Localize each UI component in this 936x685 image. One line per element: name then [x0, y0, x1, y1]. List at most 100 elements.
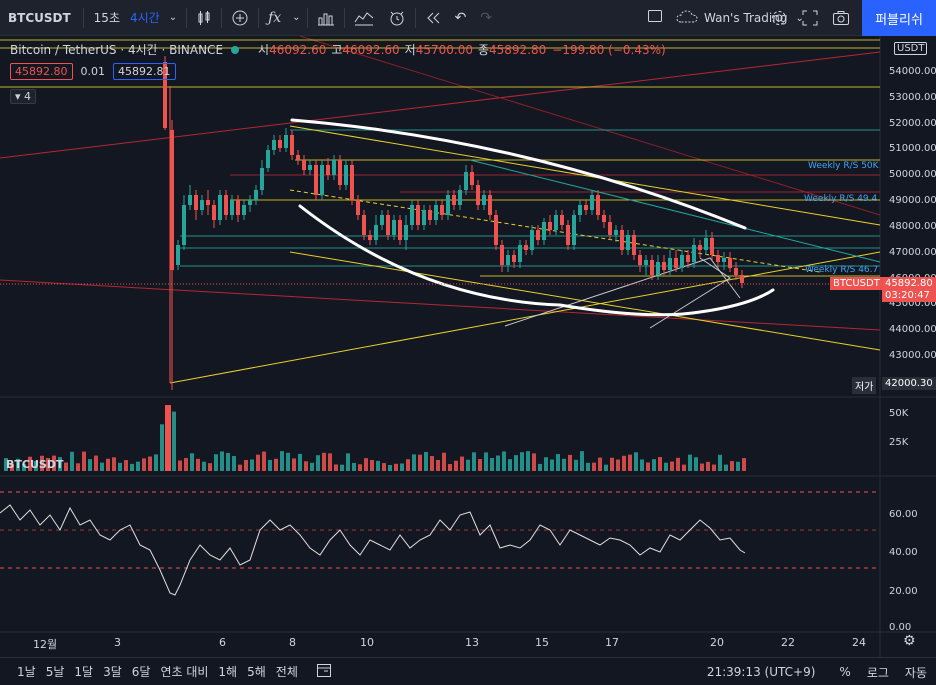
volume-bar — [730, 461, 734, 471]
range-button-1[interactable]: 5날 — [45, 665, 65, 679]
currency-label: USDT — [894, 42, 928, 55]
replay-icon[interactable] — [418, 0, 448, 36]
candle-body — [278, 140, 282, 148]
volume-bar — [592, 462, 596, 471]
bid-ask-quotes: 45892.80 0.01 45892.81 — [10, 63, 176, 80]
candle-body — [290, 135, 294, 155]
candle-body — [398, 220, 402, 240]
volume-bar — [532, 453, 536, 471]
alert-clock-icon[interactable] — [381, 0, 413, 36]
candle-body — [356, 200, 360, 215]
indicators-fx-icon[interactable]: ƒx — [268, 9, 282, 26]
financials-icon[interactable] — [310, 0, 342, 36]
auto-toggle[interactable]: 자동 — [904, 665, 927, 680]
candle-body — [200, 200, 204, 210]
market-status-dot — [231, 45, 240, 54]
candle-body — [470, 172, 474, 185]
yellow-trendline — [169, 251, 881, 384]
candle-body — [710, 238, 714, 255]
buy-button[interactable]: 45892.81 — [113, 63, 176, 80]
sell-button[interactable]: 45892.80 — [10, 63, 73, 80]
layout-name[interactable]: Wan's Trading — [704, 11, 788, 25]
change-value: −199.80 (−0.43%) — [552, 42, 666, 57]
volume-bar — [412, 454, 416, 471]
range-button-0[interactable]: 1날 — [17, 665, 36, 679]
chart-canvas[interactable] — [0, 36, 936, 657]
percent-toggle[interactable]: % — [839, 665, 851, 679]
fullscreen-square-icon[interactable] — [640, 8, 670, 28]
volume-bar — [394, 463, 398, 471]
compare-add-icon[interactable] — [224, 0, 256, 36]
date-range-icon[interactable] — [311, 662, 337, 681]
volume-bar — [580, 451, 584, 471]
time-tick-label: 8 — [289, 636, 296, 649]
candle-body — [176, 245, 180, 265]
candle-style-icon[interactable] — [189, 0, 219, 36]
chart-legend: Bitcoin / TetherUS · 4시간 · BINANCE 시 4609… — [10, 41, 666, 58]
chevron-down-icon[interactable]: ⌄ — [168, 12, 178, 23]
price-tick-label: 54000.00 — [889, 66, 936, 77]
redo-icon[interactable]: ↷ — [480, 9, 493, 26]
price-tick-label: 52000.00 — [889, 117, 936, 129]
volume-bar — [340, 464, 344, 471]
range-button-8[interactable]: 전체 — [275, 665, 298, 679]
price-tick-label: 45000.00 — [889, 298, 936, 310]
volume-bar — [430, 456, 434, 471]
candle-body — [440, 205, 444, 215]
range-button-6[interactable]: 1해 — [218, 665, 238, 679]
undo-icon[interactable]: ↶ — [454, 9, 467, 26]
volume-bar — [34, 461, 38, 471]
log-toggle[interactable]: 로그 — [866, 665, 889, 680]
volume-bar — [22, 463, 26, 471]
clock[interactable]: 21:39:13 (UTC+9) — [706, 665, 816, 679]
candle-body — [656, 262, 660, 275]
chevron-down-icon[interactable]: ⌄ — [292, 12, 301, 23]
volume-bar — [478, 459, 482, 471]
gear-icon[interactable] — [763, 0, 795, 36]
range-button-5[interactable]: 연초 대비 — [160, 665, 209, 679]
camera-icon[interactable] — [825, 0, 857, 36]
publish-button[interactable]: 퍼블리쉬 — [862, 0, 936, 36]
candle-body — [434, 205, 438, 220]
templates-icon[interactable] — [347, 0, 381, 36]
candle-body — [326, 165, 330, 175]
candle-body — [254, 190, 258, 200]
volume-bar — [616, 459, 620, 471]
volume-bar — [274, 458, 278, 471]
interval-4h[interactable]: 4시간 — [129, 11, 160, 25]
range-button-2[interactable]: 1달 — [74, 665, 94, 679]
range-button-7[interactable]: 5해 — [247, 665, 266, 679]
range-button-4[interactable]: 6달 — [131, 665, 151, 679]
freehand-lower-curve — [298, 204, 775, 317]
low-value: 45700.00 — [415, 42, 473, 57]
volume-bar — [64, 462, 68, 471]
fullscreen-icon[interactable] — [795, 0, 825, 36]
volume-bar — [112, 457, 116, 471]
volume-bar — [244, 459, 248, 471]
chevron-down-icon[interactable]: ⌄ — [795, 12, 804, 24]
toolbar-divider — [258, 7, 260, 28]
candle-body — [170, 130, 174, 270]
candle-body — [422, 210, 426, 225]
volume-bar — [58, 457, 62, 471]
volume-bar — [376, 460, 380, 471]
volume-bar — [484, 452, 488, 471]
candle-body — [350, 165, 354, 200]
spread-value: 0.01 — [80, 65, 106, 78]
time-tick-label: 10 — [360, 636, 374, 649]
time-tick-label: 20 — [710, 636, 724, 649]
volume-bar — [388, 464, 392, 471]
range-button-3[interactable]: 3달 — [103, 665, 122, 679]
volume-bar — [664, 462, 668, 471]
volume-bar — [418, 454, 422, 471]
volume-bar — [88, 459, 92, 471]
volume-bar — [454, 460, 458, 471]
volume-bar — [694, 457, 698, 471]
volume-bar — [40, 455, 44, 471]
candle-body — [332, 160, 336, 175]
indicators-collapse-toggle[interactable]: ▾ 4 — [10, 89, 37, 104]
candle-body — [236, 200, 240, 215]
volume-bar — [202, 461, 206, 471]
interval-15s[interactable]: 15초 — [93, 11, 120, 25]
symbol-search[interactable]: BTCUSDT — [8, 10, 71, 25]
